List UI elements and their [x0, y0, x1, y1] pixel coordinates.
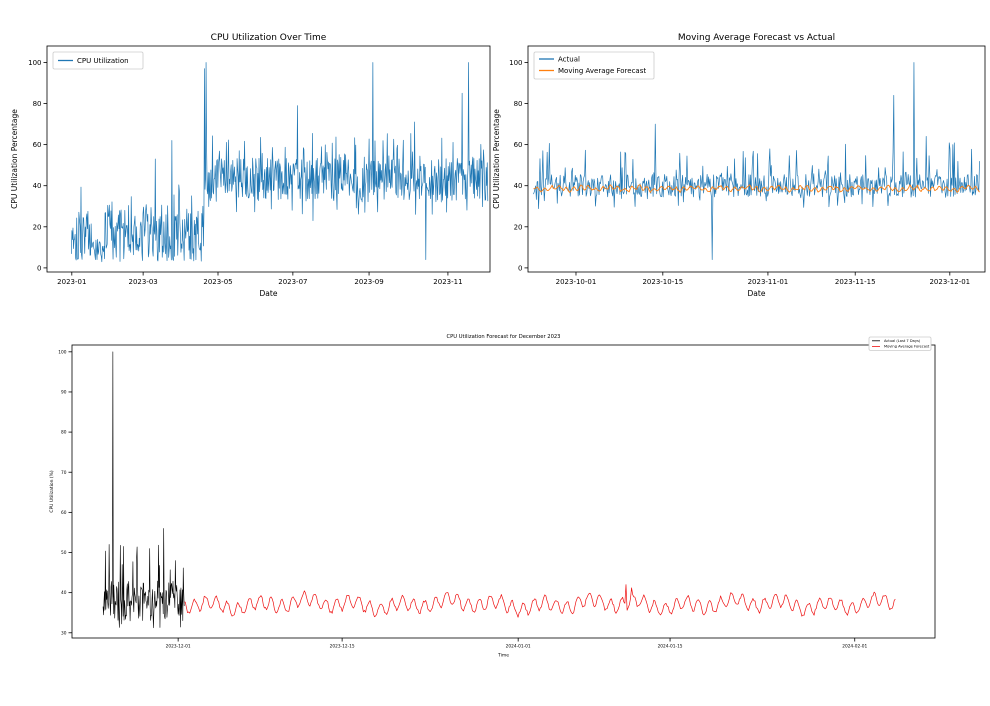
x-tick-label: 2023-07 [278, 278, 307, 286]
x-tick-label: 2023-11-15 [835, 278, 876, 286]
x-tick-label: 2023-12-01 [929, 278, 970, 286]
chart-december-forecast-title: CPU Utilization Forecast for December 20… [447, 334, 561, 340]
y-tick-label: 100 [58, 349, 66, 355]
x-tick-label: 2023-11 [433, 278, 462, 286]
y-tick-label: 40 [514, 182, 523, 190]
legend-label: Actual [558, 56, 580, 64]
chart-ma-forecast-vs-actual-ylabel: CPU Utilization Percentage [492, 109, 501, 209]
series-actual-last-7-days [102, 351, 185, 629]
y-tick-label: 100 [509, 59, 522, 67]
chart-december-forecast-legend [868, 336, 932, 351]
legend-label: Moving Average Forecast [558, 67, 646, 75]
y-tick-label: 90 [61, 390, 67, 396]
legend-label: Moving Average Forecast [884, 345, 930, 349]
series-moving-average-forecast [533, 184, 980, 193]
series-cpu-utilization [71, 62, 489, 263]
y-tick-label: 60 [514, 141, 523, 149]
y-tick-label: 80 [514, 100, 523, 108]
x-tick-label: 2023-05 [203, 278, 232, 286]
y-tick-label: 0 [518, 264, 522, 272]
chart-ma-forecast-vs-actual: Moving Average Forecast vs Actual 2023-10… [492, 33, 986, 298]
chart-cpu-utilization-over-time-xlabel: Date [260, 289, 278, 298]
chart-cpu-utilization-over-time-plot-area [46, 45, 491, 273]
chart-cpu-utilization-over-time: CPU Utilization Over Time 2023-01 2023-03 2… [10, 33, 491, 298]
x-tick-label: 2023-12-01 [166, 643, 191, 649]
chart-december-forecast: CPU Utilization Forecast for December 20… [49, 334, 936, 659]
y-tick-label: 20 [514, 223, 523, 231]
y-tick-label: 0 [37, 264, 41, 272]
x-tick-label: 2023-12-15 [330, 643, 355, 649]
chart-ma-forecast-vs-actual-xlabel: Date [748, 289, 766, 298]
y-tick-label: 40 [33, 182, 42, 190]
y-tick-label: 60 [33, 141, 42, 149]
chart-cpu-utilization-over-time-legend [52, 51, 144, 70]
series-actual [533, 62, 980, 261]
chart-ma-forecast-vs-actual-plot-area [527, 45, 986, 273]
chart-december-forecast-xlabel: Time [497, 653, 509, 659]
x-tick-label: 2023-10-01 [556, 278, 597, 286]
x-tick-label: 2023-03 [129, 278, 158, 286]
y-tick-label: 40 [61, 590, 67, 596]
x-tick-label: 2023-09 [354, 278, 383, 286]
x-tick-label: 2024-01-15 [658, 643, 683, 649]
legend-label: Actual (Last 7 Days) [884, 339, 921, 343]
y-tick-label: 60 [61, 510, 67, 516]
chart-ma-forecast-vs-actual-legend [533, 51, 655, 80]
chart-cpu-utilization-over-time-title: CPU Utilization Over Time [211, 33, 327, 43]
x-tick-label: 2024-02-01 [842, 643, 867, 649]
y-tick-label: 100 [28, 59, 41, 67]
x-tick-label: 2023-11-01 [748, 278, 789, 286]
y-tick-label: 30 [61, 630, 67, 636]
legend-label: CPU Utilization [77, 57, 129, 65]
chart-december-forecast-ylabel: CPU Utilization (%) [49, 470, 55, 513]
x-tick-label: 2024-01-01 [506, 643, 531, 649]
y-tick-label: 50 [61, 550, 67, 556]
series-moving-average-forecast [184, 584, 896, 618]
y-tick-label: 20 [33, 223, 42, 231]
y-tick-label: 80 [33, 100, 42, 108]
chart-ma-forecast-vs-actual-title: Moving Average Forecast vs Actual [678, 33, 835, 43]
y-tick-label: 80 [61, 430, 67, 436]
x-tick-label: 2023-01 [57, 278, 86, 286]
chart-cpu-utilization-over-time-ylabel: CPU Utilization Percentage [10, 109, 19, 209]
y-tick-label: 70 [61, 470, 67, 476]
chart-december-forecast-plot-area [71, 344, 936, 639]
x-tick-label: 2023-10-15 [642, 278, 683, 286]
